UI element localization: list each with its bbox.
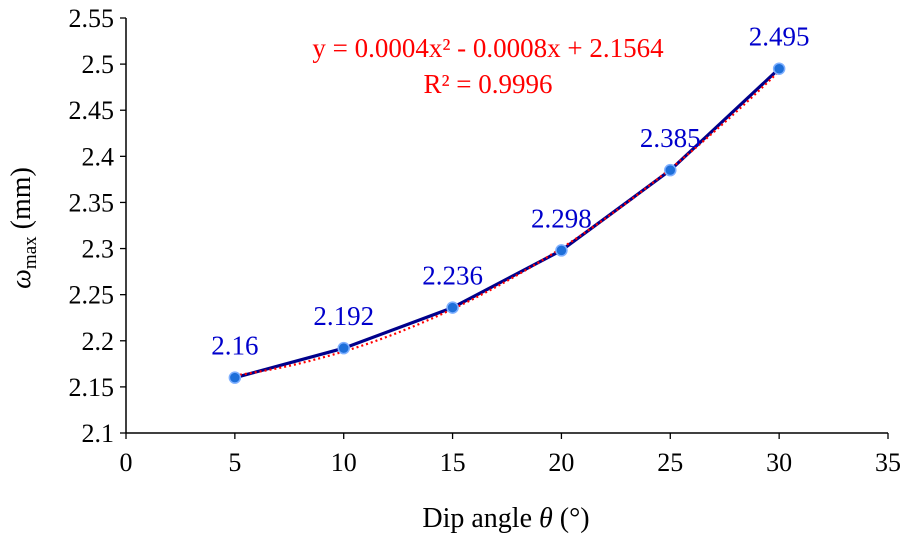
- trendline-r-squared: R² = 0.9996: [423, 69, 552, 99]
- x-axis-label: Dip angle θ (°): [422, 503, 589, 534]
- data-point: [228, 371, 242, 384]
- y-axis-label-subscript: max: [20, 236, 41, 269]
- y-tick-label: 2.15: [69, 373, 115, 402]
- y-axis-label: ωmax (mm): [6, 167, 41, 289]
- axes: [125, 18, 888, 434]
- x-tick-label: 20: [548, 448, 574, 477]
- data-point: [555, 244, 568, 257]
- series-line: [234, 67, 781, 380]
- y-tick-label: 2.2: [82, 327, 115, 356]
- x-axis-label-suffix: (°): [553, 503, 590, 534]
- x-tick-label: 35: [875, 448, 901, 477]
- x-tick-label: 30: [766, 448, 792, 477]
- y-tick-label: 2.1: [82, 419, 115, 448]
- x-tick-label: 5: [228, 448, 241, 477]
- trendline-equation: y = 0.0004x² - 0.0008x + 2.1564: [312, 33, 664, 63]
- y-tick-label: 2.3: [82, 235, 115, 264]
- data-labels: 2.16 2.192 2.236 2.298 2.385 2.495: [211, 22, 809, 361]
- y-tick-label: 2.25: [69, 281, 115, 310]
- data-label: 2.236: [422, 261, 483, 291]
- trendline: [234, 70, 780, 377]
- y-tick-label: 2.35: [69, 188, 115, 217]
- y-tick-label: 2.4: [82, 142, 115, 171]
- y-tick-label: 2.55: [69, 4, 115, 33]
- data-point: [337, 341, 350, 355]
- data-markers: [228, 62, 786, 384]
- x-axis-label-prefix: Dip angle: [422, 503, 539, 534]
- x-tick-label: 15: [440, 448, 466, 477]
- y-tick-label: 2.45: [69, 96, 115, 125]
- data-point: [772, 62, 786, 75]
- data-label: 2.298: [531, 203, 592, 233]
- tick-marks: [120, 17, 889, 439]
- tick-labels: 0 5 10 15 20 25 30 35 2.1 2.15 2.2 2.25 2.3 2.35 2.4 2.…: [69, 4, 902, 477]
- data-label: 2.192: [313, 301, 374, 331]
- data-label: 2.385: [640, 123, 701, 153]
- y-axis-label-suffix: (mm): [6, 167, 37, 236]
- y-tick-label: 2.5: [82, 50, 115, 79]
- x-tick-label: 10: [331, 448, 357, 477]
- y-axis-label-symbol: ω: [6, 269, 37, 289]
- x-tick-label: 0: [120, 448, 133, 477]
- data-point: [664, 163, 677, 177]
- x-axis-label-symbol: θ: [539, 503, 553, 534]
- x-tick-label: 25: [657, 448, 683, 477]
- data-label: 2.16: [211, 331, 258, 361]
- data-point: [446, 301, 459, 314]
- data-label: 2.495: [749, 22, 810, 52]
